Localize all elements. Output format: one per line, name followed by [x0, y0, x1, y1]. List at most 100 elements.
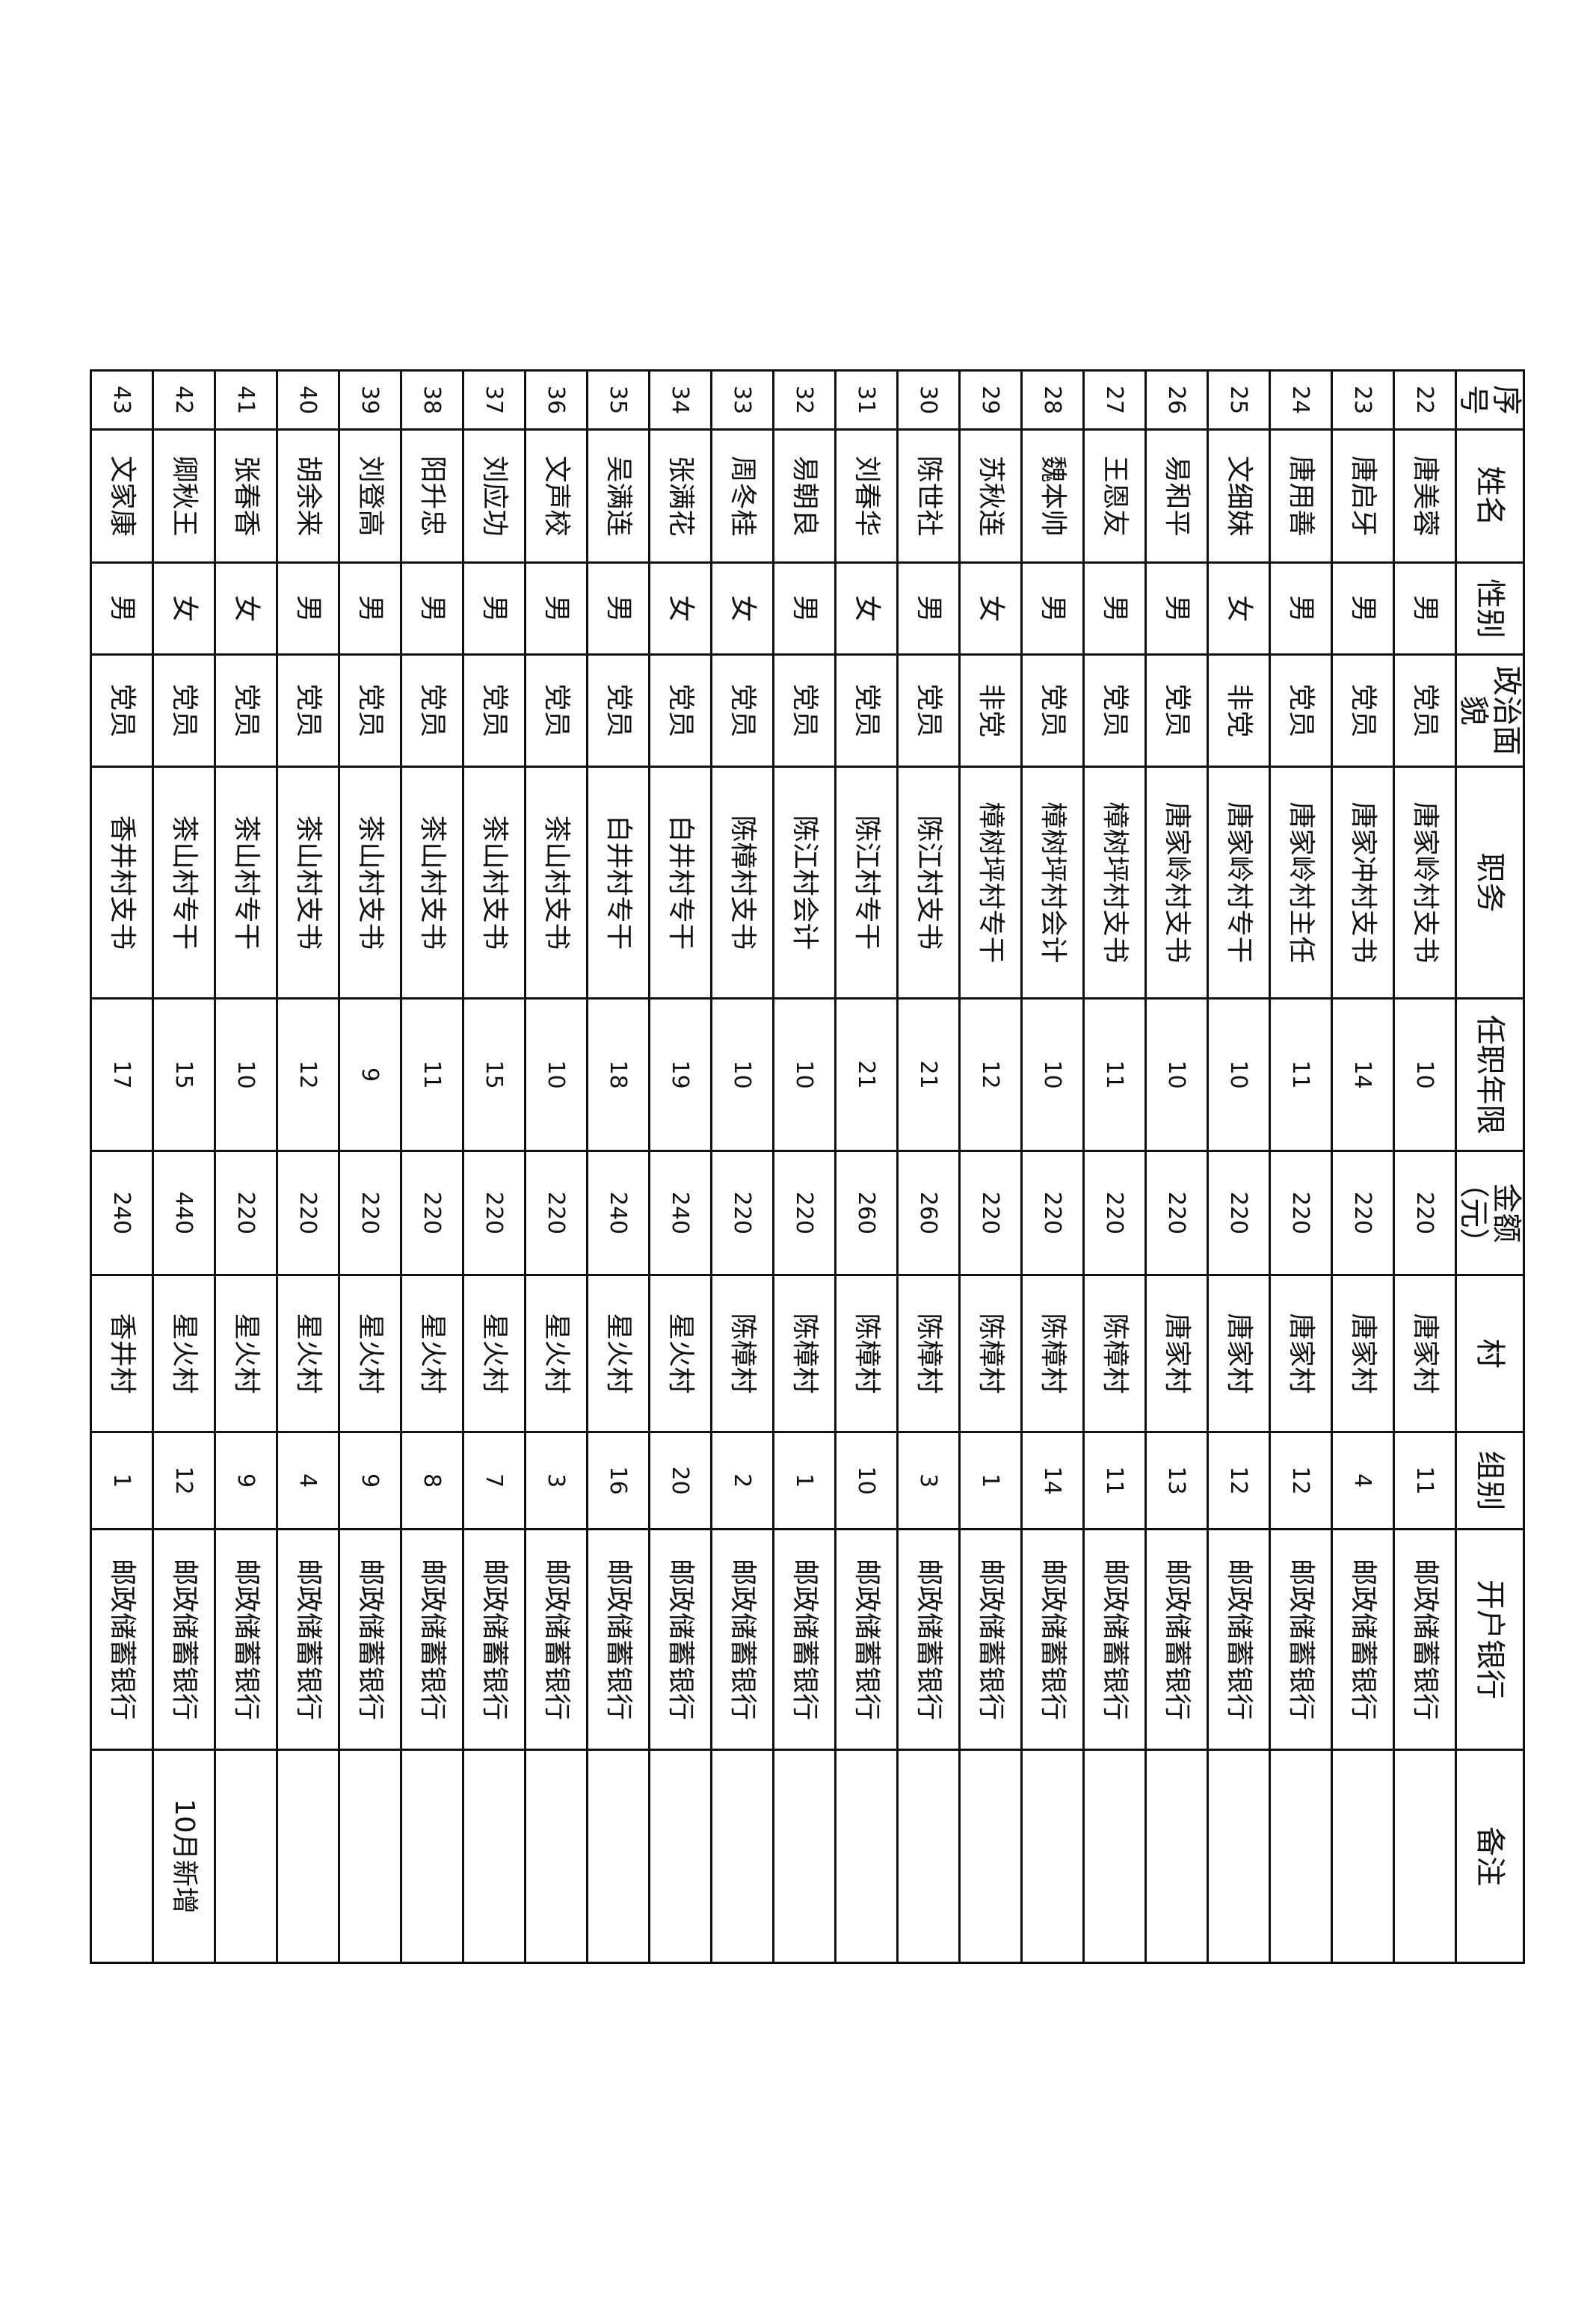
cell-remark — [587, 1749, 650, 1963]
cell-gender: 男 — [277, 562, 339, 655]
cell-village: 陈樟村 — [835, 1275, 898, 1432]
cell-group: 13 — [1145, 1432, 1208, 1530]
cell-gender: 男 — [463, 562, 526, 655]
cell-political-status: 党员 — [835, 654, 898, 767]
cell-position: 唐家岭村支书 — [1393, 766, 1456, 999]
cell-bank: 邮政储蓄银行 — [525, 1529, 588, 1750]
cell-name: 魏本帅 — [1021, 429, 1084, 563]
header-village: 村 — [1455, 1275, 1524, 1432]
header-amount: 金额（元） — [1455, 1151, 1524, 1275]
cell-years: 9 — [339, 998, 401, 1151]
cell-amount: 220 — [711, 1151, 774, 1275]
cell-remark — [1145, 1749, 1208, 1963]
cell-bank: 邮政储蓄银行 — [587, 1529, 650, 1750]
cell-village: 星火村 — [277, 1275, 339, 1432]
header-years: 任职年限 — [1455, 998, 1524, 1151]
cell-serial: 41 — [215, 370, 277, 430]
cell-bank: 邮政储蓄银行 — [1393, 1529, 1456, 1750]
cell-village: 星火村 — [587, 1275, 650, 1432]
cell-remark — [897, 1749, 960, 1963]
rotated-table-scan: 序号 姓名 性别 政治面貌 职务 任职年限 金额（元）村组别 开户银行 备注 22 唐美蓉男党员唐… — [90, 369, 1525, 1963]
cell-bank: 邮政储蓄银行 — [835, 1529, 898, 1750]
cell-position: 唐家岭村专干 — [1207, 766, 1270, 999]
cell-village: 唐家村 — [1207, 1275, 1270, 1432]
cell-serial: 22 — [1393, 370, 1456, 430]
cell-gender: 女 — [1207, 562, 1270, 655]
cell-group: 1 — [773, 1432, 836, 1530]
cell-group: 4 — [1331, 1432, 1394, 1530]
cell-gender: 女 — [835, 562, 898, 655]
cell-group: 1 — [90, 1432, 153, 1530]
cell-village: 唐家村 — [1331, 1275, 1394, 1432]
cell-bank: 邮政储蓄银行 — [649, 1529, 712, 1750]
cell-position: 陈江村支书 — [897, 766, 960, 999]
table-row: 30 陈世社男党员 陈江村支书 21 260 陈樟村 3 邮政储蓄银行 — [897, 370, 960, 1963]
table-row: 27 王恩友男党员 樟树坪村支书 11 220 陈樟村 11 邮政储蓄银行 — [1083, 370, 1146, 1963]
cell-name: 胡余来 — [277, 429, 339, 563]
cell-name: 张春香 — [215, 429, 277, 563]
cell-gender: 男 — [773, 562, 836, 655]
cell-remark — [959, 1749, 1022, 1963]
cell-gender: 男 — [1393, 562, 1456, 655]
cell-political-status: 党员 — [1021, 654, 1084, 767]
table-row: 23 唐启牙男党员 唐家冲村支书 14 220 唐家村 4 邮政储蓄银行 — [1331, 370, 1394, 1963]
cell-group: 2 — [711, 1432, 774, 1530]
cell-gender: 女 — [711, 562, 774, 655]
cell-position: 樟树坪村会计 — [1021, 766, 1084, 999]
table-row: 41 张春香女党员 茶山村专干 10 220 星火村 9 邮政储蓄银行 — [215, 370, 277, 1963]
cell-gender: 男 — [897, 562, 960, 655]
cell-name: 刘应功 — [463, 429, 526, 563]
table-row: 25 文细妹女非党 唐家岭村专干 10 220 唐家村 12 邮政储蓄银行 — [1207, 370, 1270, 1963]
cell-serial: 39 — [339, 370, 401, 430]
cell-position: 茶山村支书 — [401, 766, 463, 999]
cell-village: 唐家村 — [1145, 1275, 1208, 1432]
cell-gender: 女 — [959, 562, 1022, 655]
cell-village: 陈樟村 — [959, 1275, 1022, 1432]
cell-political-status: 党员 — [215, 654, 277, 767]
cell-years: 15 — [463, 998, 526, 1151]
cell-political-status: 非党 — [959, 654, 1022, 767]
cell-bank: 邮政储蓄银行 — [773, 1529, 836, 1750]
cell-bank: 邮政储蓄银行 — [897, 1529, 960, 1750]
cell-position: 白井村专干 — [587, 766, 650, 999]
header-remark: 备注 — [1455, 1749, 1524, 1963]
cell-group: 3 — [897, 1432, 960, 1530]
cell-village: 陈樟村 — [773, 1275, 836, 1432]
cell-remark — [711, 1749, 774, 1963]
cell-position: 茶山村支书 — [277, 766, 339, 999]
cell-amount: 440 — [152, 1151, 215, 1275]
cell-years: 12 — [959, 998, 1022, 1151]
cell-group: 20 — [649, 1432, 712, 1530]
header-serial: 序号 — [1455, 370, 1524, 430]
header-row: 序号 姓名 性别 政治面貌 职务 任职年限 金额（元）村组别 开户银行 备注 — [1455, 370, 1524, 1963]
cell-amount: 260 — [897, 1151, 960, 1275]
cell-bank: 邮政储蓄银行 — [90, 1529, 153, 1750]
cell-position: 茶山村支书 — [339, 766, 401, 999]
cell-remark — [401, 1749, 463, 1963]
cell-serial: 24 — [1269, 370, 1332, 430]
cell-position: 陈江村专干 — [835, 766, 898, 999]
cell-name: 周冬桂 — [711, 429, 774, 563]
cell-name: 唐美蓉 — [1393, 429, 1456, 563]
cell-political-status: 党员 — [649, 654, 712, 767]
cell-political-status: 党员 — [463, 654, 526, 767]
cell-years: 12 — [277, 998, 339, 1151]
cell-amount: 220 — [401, 1151, 463, 1275]
cell-serial: 35 — [587, 370, 650, 430]
cell-political-status: 党员 — [339, 654, 401, 767]
cell-remark — [1269, 1749, 1332, 1963]
cell-gender: 男 — [339, 562, 401, 655]
table-row: 31 刘春华女党员 陈江村专干 21 260 陈樟村 10 邮政储蓄银行 — [835, 370, 898, 1963]
cell-serial: 32 — [773, 370, 836, 430]
cell-serial: 25 — [1207, 370, 1270, 430]
cell-position: 茶山村专干 — [152, 766, 215, 999]
table-row: 24 唐用善男党员 唐家岭村主任 11 220 唐家村 12 邮政储蓄银行 — [1269, 370, 1332, 1963]
cell-gender: 男 — [1083, 562, 1146, 655]
table-row: 37 刘应功男党员 茶山村支书 15 220 星火村 7 邮政储蓄银行 — [463, 370, 526, 1963]
cell-political-status: 党员 — [1269, 654, 1332, 767]
cell-position: 陈樟村支书 — [711, 766, 774, 999]
cell-serial: 31 — [835, 370, 898, 430]
cell-remark — [1331, 1749, 1394, 1963]
cell-serial: 36 — [525, 370, 588, 430]
cell-group: 8 — [401, 1432, 463, 1530]
